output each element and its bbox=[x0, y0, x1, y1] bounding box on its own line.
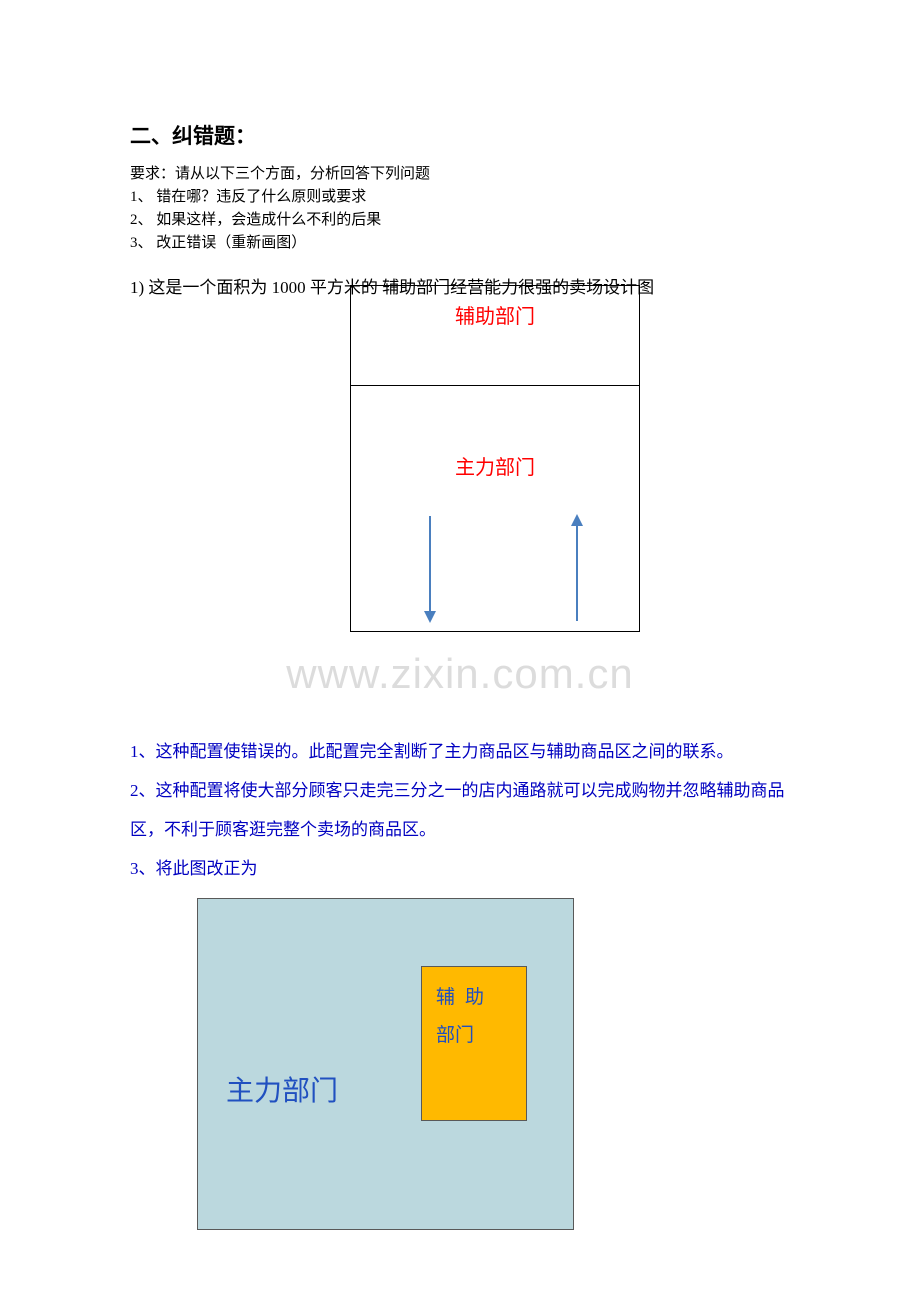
requirement-intro: 要求：请从以下三个方面，分析回答下列问题 bbox=[130, 162, 790, 183]
diagram2-container: 主力部门 辅助 部门 bbox=[197, 898, 574, 1230]
section-heading: 二、纠错题： bbox=[130, 120, 790, 150]
requirement-item-3: 3、 改正错误（重新画图） bbox=[130, 231, 790, 252]
arrow-up-icon bbox=[576, 516, 578, 621]
diagram1-main-label: 主力部门 bbox=[455, 457, 535, 479]
diagram2-aux-box: 辅助 部门 bbox=[421, 966, 527, 1121]
arrow-down-icon bbox=[429, 516, 431, 621]
diagram1-aux-label: 辅助部门 bbox=[455, 306, 535, 328]
diagram2-aux-label-line1: 辅助 bbox=[436, 987, 494, 1008]
answer-2: 2、这种配置将使大部分顾客只走完三分之一的店内通路就可以完成购物并忽略辅助商品区… bbox=[130, 771, 790, 849]
requirement-item-2: 2、 如果这样，会造成什么不利的后果 bbox=[130, 208, 790, 229]
diagram2-aux-label-line2: 部门 bbox=[436, 1025, 474, 1046]
diagram1-main-section: 主力部门 bbox=[351, 386, 639, 631]
watermark-text: www.zixin.com.cn bbox=[0, 650, 920, 698]
requirement-item-1: 1、 错在哪？违反了什么原则或要求 bbox=[130, 185, 790, 206]
diagram1-container: 辅助部门 主力部门 bbox=[130, 285, 790, 632]
diagram1-aux-section: 辅助部门 bbox=[351, 286, 639, 386]
diagram2-box: 主力部门 辅助 部门 bbox=[197, 898, 574, 1230]
diagram1-box: 辅助部门 主力部门 bbox=[350, 285, 640, 632]
diagram2-main-label: 主力部门 bbox=[226, 1069, 338, 1109]
answer-1: 1、这种配置使错误的。此配置完全割断了主力商品区与辅助商品区之间的联系。 bbox=[130, 732, 790, 771]
answer-3: 3、将此图改正为 bbox=[130, 849, 790, 888]
answers-block: 1、这种配置使错误的。此配置完全割断了主力商品区与辅助商品区之间的联系。 2、这… bbox=[130, 732, 790, 888]
